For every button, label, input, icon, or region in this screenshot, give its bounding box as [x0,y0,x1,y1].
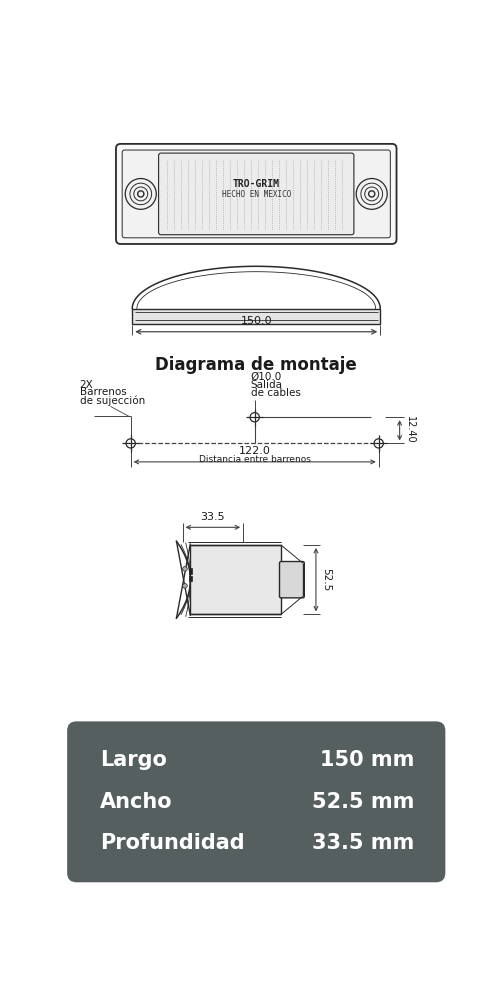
Text: Diagrama de montaje: Diagrama de montaje [156,356,357,374]
FancyBboxPatch shape [116,144,396,244]
Text: 2X: 2X [80,379,94,389]
FancyBboxPatch shape [122,150,390,238]
Text: de sujección: de sujección [80,395,145,406]
Text: Salida: Salida [251,379,283,389]
Text: Barrenos: Barrenos [80,387,126,397]
Text: 12.40: 12.40 [405,416,415,444]
Circle shape [182,584,188,588]
Circle shape [182,567,188,571]
Text: 150 mm: 150 mm [320,750,414,770]
Text: Ancho: Ancho [100,792,172,812]
Text: 33.5 mm: 33.5 mm [312,833,414,853]
FancyBboxPatch shape [280,562,304,598]
Text: Ø10.0: Ø10.0 [251,372,282,382]
Text: 122.0: 122.0 [239,446,270,456]
Text: TRO-GRIM: TRO-GRIM [233,179,280,189]
Text: Profundidad: Profundidad [100,833,244,853]
FancyBboxPatch shape [158,153,354,235]
FancyBboxPatch shape [132,309,380,324]
Text: HECHO EN MEXICO: HECHO EN MEXICO [222,190,291,199]
Bar [189,568,192,574]
Text: 52.5: 52.5 [322,568,332,591]
Text: 150.0: 150.0 [240,316,272,326]
Text: Largo: Largo [100,750,166,770]
FancyBboxPatch shape [67,721,446,882]
FancyBboxPatch shape [190,545,281,614]
Bar [189,576,192,581]
Text: de cables: de cables [251,388,300,398]
Text: 33.5: 33.5 [200,512,225,522]
Text: 52.5 mm: 52.5 mm [312,792,414,812]
Text: Distancia entre barrenos: Distancia entre barrenos [199,455,310,464]
